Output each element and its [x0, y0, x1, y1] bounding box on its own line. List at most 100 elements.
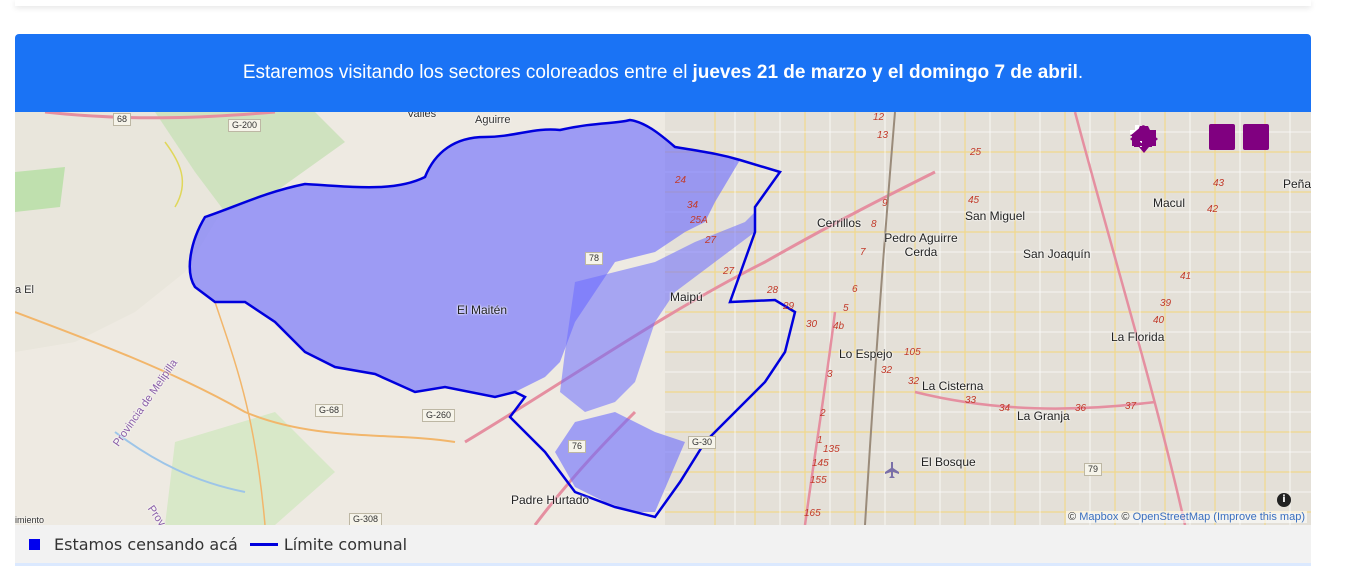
- zoom-out-icon[interactable]: [1130, 124, 1269, 150]
- place-penal: Peñal: [1283, 177, 1311, 191]
- map-canvas[interactable]: [15, 112, 1311, 525]
- route-number: 13: [877, 130, 889, 141]
- route-shield-g68: G-68: [315, 404, 344, 417]
- route-number: 32: [908, 376, 920, 387]
- route-number: 6: [852, 284, 858, 295]
- visit-dates-banner: Estaremos visitando los sectores colorea…: [15, 34, 1311, 112]
- route-number: 43: [1213, 178, 1225, 189]
- route-shield-79: 79: [1084, 463, 1103, 476]
- place-pedro-aguirre-cerda: Pedro Aguirre Cerda: [884, 231, 958, 259]
- route-number: 8: [871, 219, 877, 230]
- route-shield-g308: G-308: [349, 513, 383, 525]
- route-number: 42: [1207, 204, 1219, 215]
- route-number: 135: [823, 444, 840, 455]
- place-el-maiten: El Maitén: [457, 303, 508, 317]
- route-number: 25: [970, 147, 982, 158]
- urban-area: [665, 112, 1311, 525]
- info-icon[interactable]: i: [1277, 493, 1291, 507]
- census-area-urban: [560, 212, 755, 412]
- route-number: 39: [1160, 298, 1172, 309]
- route-number: 9: [882, 198, 888, 209]
- map-viewport[interactable]: Aguirre Valles El Maitén Maipú Cerrillos…: [15, 112, 1311, 525]
- green-patch: [15, 167, 65, 212]
- route-number: 4b: [833, 321, 845, 332]
- map-attribution: © Mapbox © OpenStreetMap (Improve this m…: [1066, 511, 1307, 523]
- route-shield-78: 78: [585, 252, 604, 265]
- minor-streets: [665, 112, 1311, 525]
- improve-map-text: Improve this map: [1216, 511, 1302, 523]
- commune-boundary: [188, 118, 797, 519]
- route-number: 165: [804, 508, 821, 519]
- route-number: 27: [705, 235, 717, 246]
- pan-icon[interactable]: [1130, 124, 1195, 153]
- map-legend: Estamos censando acá Límite comunal: [15, 525, 1311, 566]
- route-number: 27: [723, 266, 735, 277]
- attrib-copy-1: ©: [1068, 511, 1077, 523]
- route-number: 33: [965, 395, 977, 406]
- airport-icon: [885, 462, 899, 478]
- route-number: 41: [1180, 271, 1192, 282]
- label-imiento: imiento: [15, 515, 45, 525]
- place-macul: Macul: [1153, 196, 1186, 210]
- attrib-copy-2: ©: [1121, 511, 1130, 523]
- census-area-swatch: [29, 538, 40, 550]
- place-aguirre: Aguirre: [475, 114, 511, 126]
- zoom-in-icon[interactable]: [1130, 124, 1235, 150]
- boundary-swatch: [249, 542, 278, 546]
- route-number: 28: [767, 285, 779, 296]
- route-number: 145: [812, 458, 829, 469]
- route-shield-g260: G-260: [422, 409, 456, 422]
- route-number: 5: [843, 303, 849, 314]
- census-area-south: [555, 412, 685, 512]
- route-number: 12: [873, 112, 885, 123]
- route-number: 45: [968, 195, 980, 206]
- place-la-florida: La Florida: [1111, 330, 1165, 344]
- route-number: 25A: [690, 215, 708, 226]
- mapbox-link[interactable]: Mapbox: [1079, 511, 1119, 523]
- place-san-miguel: San Miguel: [965, 209, 1026, 223]
- route-number: 1: [817, 435, 823, 446]
- boundary-label: Límite comunal: [283, 534, 408, 554]
- place-la-el: a El: [15, 284, 34, 296]
- home-icon[interactable]: [1130, 124, 1303, 150]
- place-el-bosque: El Bosque: [921, 455, 976, 469]
- route-number: 2: [820, 408, 826, 419]
- route-number: 32: [881, 365, 893, 376]
- openstreetmap-link[interactable]: OpenStreetMap: [1132, 511, 1211, 523]
- green-hills: [155, 112, 345, 212]
- route-number: 34: [687, 200, 699, 211]
- place-la-granja: La Granja: [1017, 409, 1070, 423]
- place-maipu: Maipú: [670, 290, 703, 304]
- route-number: 155: [810, 475, 827, 486]
- improve-map-link[interactable]: (Improve this map): [1213, 511, 1305, 523]
- route-shield-g30: G-30: [688, 436, 717, 449]
- banner-dates: jueves 21 de marzo y el domingo 7 de abr…: [692, 62, 1078, 83]
- place-san-joaquin: San Joaquín: [1023, 247, 1091, 261]
- map-toolbar: [1129, 124, 1303, 153]
- route-number: 3: [827, 369, 833, 380]
- route-shield-g200: G-200: [228, 119, 262, 132]
- place-padre-hurtado: Padre Hurtado: [511, 493, 590, 507]
- census-area-label: Estamos censando acá: [54, 534, 238, 554]
- route-number: 37: [1125, 401, 1137, 412]
- place-valles: Valles: [407, 112, 437, 120]
- census-map-card: Estaremos visitando los sectores colorea…: [15, 34, 1311, 566]
- banner-text-after: .: [1077, 62, 1084, 83]
- route-number: 36: [1075, 403, 1087, 414]
- banner-text-before: Estaremos visitando los sectores colorea…: [242, 62, 688, 83]
- route-number: 7: [860, 247, 866, 258]
- place-lo-espejo: Lo Espejo: [839, 347, 893, 361]
- green-patch-south: [165, 412, 335, 525]
- top-card-edge: [15, 0, 1311, 6]
- place-la-cisterna: La Cisterna: [922, 379, 984, 393]
- route-number: 30: [806, 319, 818, 330]
- census-area-rural: [189, 120, 740, 397]
- route-number: 105: [904, 347, 921, 358]
- place-cerrillos: Cerrillos: [817, 216, 862, 230]
- route-number: 24: [675, 175, 687, 186]
- route-number: 29: [783, 301, 795, 312]
- route-number: 34: [999, 403, 1011, 414]
- route-shield-68: 68: [113, 113, 132, 126]
- route-shield-76: 76: [568, 440, 587, 453]
- route-number: 40: [1153, 315, 1165, 326]
